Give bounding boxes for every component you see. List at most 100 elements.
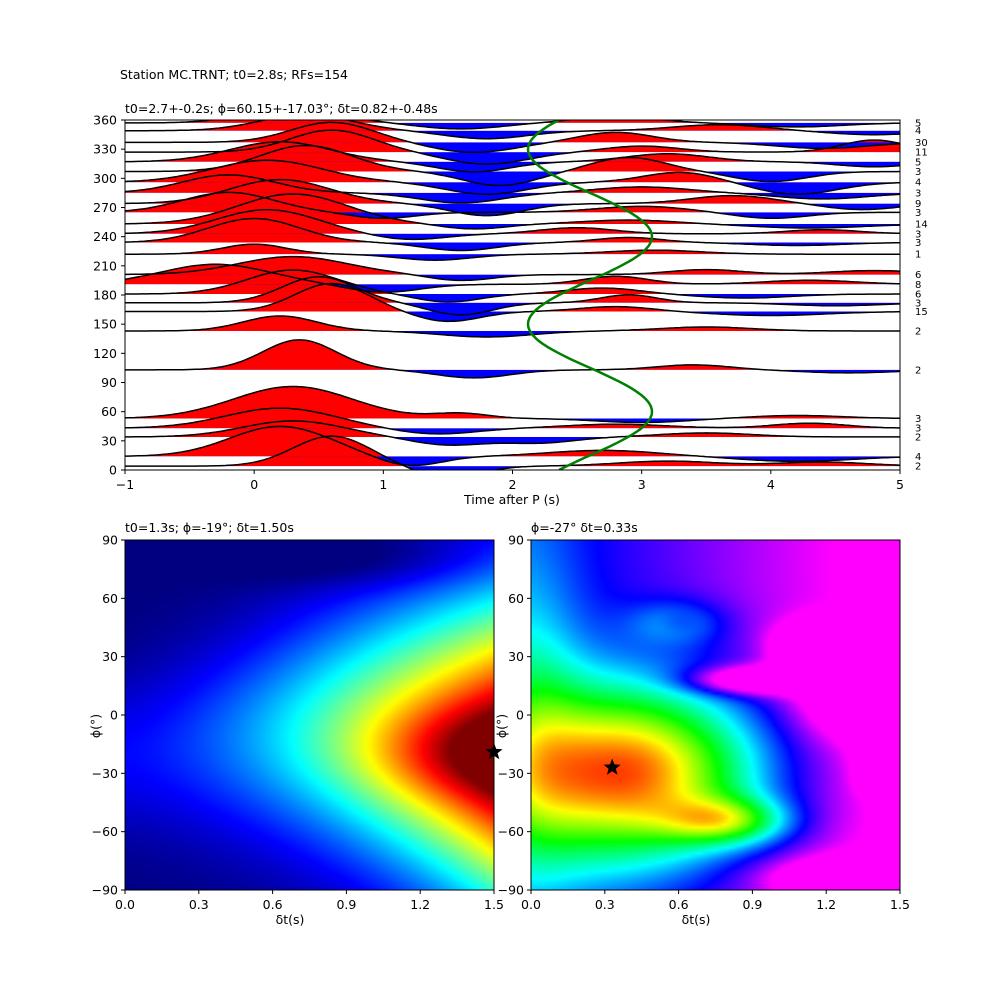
rf-negative-fill xyxy=(125,302,900,315)
y-tick-label: 30 xyxy=(508,649,524,664)
left-map-axes: 0.0 0.3 0.6 0.9 1.2 1.5 90 60 30 0 −30 −60 −90 xyxy=(92,533,504,913)
rf-negative-fill xyxy=(125,456,900,466)
rf-positive-fill xyxy=(125,386,900,419)
x-tick-label: 3 xyxy=(638,477,646,492)
rf-delay-curve xyxy=(526,120,654,470)
rf-trace-line xyxy=(125,217,900,252)
x-tick-label: 2 xyxy=(509,477,517,492)
rf-count-label: 9 xyxy=(915,199,921,210)
rf-trace-line xyxy=(125,144,900,187)
y-tick-label: 360 xyxy=(93,113,117,128)
rf-trace-line xyxy=(125,425,900,467)
x-tick-label: 0.3 xyxy=(189,897,209,912)
rf-trace-line xyxy=(125,269,900,303)
rf-positive-fill xyxy=(125,270,900,295)
x-tick-label: 0.6 xyxy=(669,897,689,912)
rf-trace-line xyxy=(125,193,900,230)
y-tick-label: 90 xyxy=(101,375,117,390)
rf-negative-fill xyxy=(125,192,900,203)
rf-trace-line xyxy=(125,120,900,140)
rf-count-label: 4 xyxy=(915,126,921,137)
right-map-title: ϕ=-27° δt=0.33s xyxy=(531,520,638,535)
rf-negative-fill xyxy=(125,142,900,153)
y-tick-label: −90 xyxy=(498,883,524,898)
best-fit-star-marker xyxy=(603,758,621,775)
rf-count-label: 3 xyxy=(915,208,921,219)
rf-positive-fill xyxy=(125,218,900,243)
rf-positive-fill xyxy=(125,283,681,312)
rf-count-label: 4 xyxy=(915,452,921,463)
y-tick-label: 0 xyxy=(516,708,524,723)
rf-count-label: 3 xyxy=(915,229,921,240)
y-tick-label: 300 xyxy=(93,171,117,186)
rf-count-label: 5 xyxy=(915,157,921,168)
y-tick-label: 0 xyxy=(110,708,118,723)
left-map-best-star xyxy=(485,742,503,760)
x-tick-label: 1.2 xyxy=(816,897,836,912)
rf-negative-fill xyxy=(125,152,576,165)
y-tick-label: 120 xyxy=(93,346,117,361)
rf-negative-fill xyxy=(391,436,617,446)
rf-trace-line xyxy=(125,121,900,154)
rf-trace-line xyxy=(125,120,900,130)
rf-positive-fill xyxy=(138,244,806,255)
y-tick-label: −30 xyxy=(498,766,524,781)
rf-negative-fill xyxy=(331,212,900,219)
rf-trace-line xyxy=(125,385,900,424)
rf-trace-line xyxy=(125,339,900,379)
rf-count-label: 2 xyxy=(915,365,921,376)
rf-trace-line xyxy=(125,243,900,261)
rf-count-label: 6 xyxy=(915,290,921,301)
x-tick-label: 4 xyxy=(767,477,775,492)
x-tick-label: 0.3 xyxy=(595,897,615,912)
rf-negative-fill xyxy=(125,330,900,337)
rf-panel: t0=2.7+-0.2s; ϕ=60.15+-17.03°; δt=0.82+-… xyxy=(93,101,928,507)
figure-suptitle: Station MC.TRNT; t0=2.8s; RFs=154 xyxy=(120,67,348,82)
y-tick-label: −60 xyxy=(498,824,524,839)
rf-positive-fill xyxy=(125,160,900,183)
rf-positive-fill xyxy=(125,264,900,285)
right-map-raster xyxy=(531,540,900,890)
y-tick-label: 30 xyxy=(102,649,118,664)
rf-negative-fill xyxy=(125,171,900,186)
rf-trace-line xyxy=(125,178,900,217)
rf-count-label: 6 xyxy=(915,270,921,281)
rf-trace-line xyxy=(125,129,900,165)
y-tick-label: 150 xyxy=(93,317,117,332)
rf-traces xyxy=(125,120,900,470)
rf-count-label: 3 xyxy=(915,424,921,435)
rf-count-label: 3 xyxy=(915,298,921,309)
right-map-x-label: δt(s) xyxy=(682,912,711,927)
rf-count-label: 5 xyxy=(915,118,921,129)
rf-trace-line xyxy=(125,435,900,470)
rf-negative-fill xyxy=(125,311,900,322)
x-tick-label: 0.6 xyxy=(263,897,283,912)
rf-count-label: 15 xyxy=(915,307,928,318)
rf-negative-fill xyxy=(125,130,900,139)
rf-count-label: 14 xyxy=(915,220,928,231)
rf-count-label: 2 xyxy=(915,462,921,473)
x-tick-label: −1 xyxy=(116,477,134,492)
y-tick-label: 0 xyxy=(109,463,117,478)
left-map-title: t0=1.3s; ϕ=-19°; δt=1.50s xyxy=(125,520,294,535)
y-tick-label: 60 xyxy=(101,404,117,419)
y-tick-label: −90 xyxy=(92,883,118,898)
y-tick-label: 60 xyxy=(102,591,118,606)
rf-positive-fill xyxy=(125,174,733,193)
rf-positive-fill xyxy=(125,209,900,234)
left-map-raster xyxy=(125,540,494,890)
rf-trace-line xyxy=(125,174,900,204)
rf-positive-fill xyxy=(125,339,900,370)
rf-count-label: 8 xyxy=(915,280,921,291)
right-map-best-star xyxy=(603,758,621,775)
rf-negative-fill xyxy=(404,466,538,470)
rf-count-label: 3 xyxy=(915,167,921,178)
rf-x-axis-label: Time after P (s) xyxy=(463,492,560,507)
rf-trace-line xyxy=(125,315,900,338)
y-tick-label: 330 xyxy=(93,142,117,157)
y-tick-label: −60 xyxy=(92,824,118,839)
rf-count-label: 3 xyxy=(915,188,921,199)
rf-negative-fill xyxy=(405,203,900,216)
rf-count-label: 4 xyxy=(915,178,921,189)
